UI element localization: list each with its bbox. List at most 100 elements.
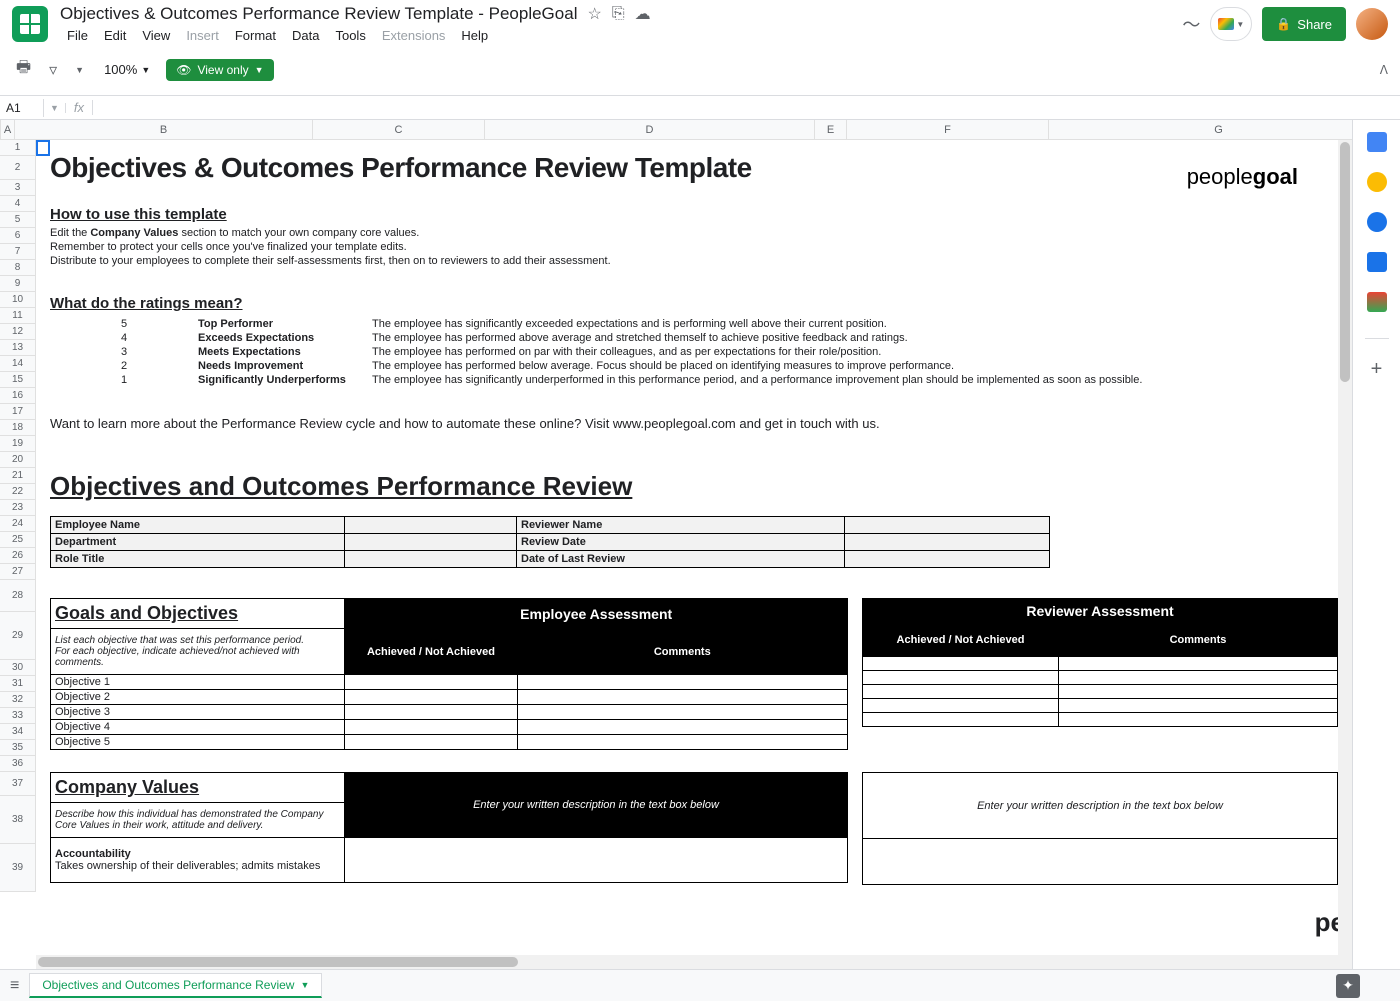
objective-achieved-cell[interactable] (863, 657, 1059, 671)
row-header[interactable]: 29 (0, 612, 36, 660)
menu-data[interactable]: Data (285, 26, 326, 45)
calendar-addon-icon[interactable] (1367, 132, 1387, 152)
menu-file[interactable]: File (60, 26, 95, 45)
row-header[interactable]: 16 (0, 388, 36, 404)
star-icon[interactable]: ☆ (587, 4, 601, 24)
document-title[interactable]: Objectives & Outcomes Performance Review… (60, 4, 577, 24)
row-header[interactable]: 9 (0, 276, 36, 292)
row-header[interactable]: 18 (0, 420, 36, 436)
cloud-status-icon[interactable]: ☁ (635, 4, 651, 24)
objective-achieved-cell[interactable] (345, 690, 517, 705)
info-value[interactable] (345, 551, 517, 568)
row-header[interactable]: 11 (0, 308, 36, 324)
scrollbar-thumb[interactable] (38, 957, 518, 967)
scrollbar-thumb[interactable] (1340, 142, 1350, 382)
filter-caret-icon[interactable]: ▼ (71, 61, 88, 79)
row-header[interactable]: 13 (0, 340, 36, 356)
horizontal-scrollbar[interactable] (36, 955, 1338, 969)
objective-comment-cell[interactable] (1059, 657, 1338, 671)
objective-comment-cell[interactable] (517, 690, 847, 705)
column-header[interactable]: C (313, 120, 485, 139)
row-header[interactable]: 36 (0, 756, 36, 772)
row-header[interactable]: 4 (0, 196, 36, 212)
column-header[interactable]: B (15, 120, 313, 139)
meet-button[interactable]: ▼ (1210, 7, 1252, 41)
row-header[interactable]: 21 (0, 468, 36, 484)
row-header[interactable]: 23 (0, 500, 36, 516)
row-header[interactable]: 24 (0, 516, 36, 532)
menu-view[interactable]: View (135, 26, 177, 45)
menu-extensions[interactable]: Extensions (375, 26, 453, 45)
objective-comment-cell[interactable] (517, 675, 847, 690)
menu-insert[interactable]: Insert (179, 26, 226, 45)
objective-comment-cell[interactable] (517, 705, 847, 720)
objective-comment-cell[interactable] (1059, 699, 1338, 713)
row-header[interactable]: 5 (0, 212, 36, 228)
name-box[interactable]: A1 (0, 99, 44, 117)
objective-achieved-cell[interactable] (345, 675, 517, 690)
objective-achieved-cell[interactable] (345, 705, 517, 720)
row-header[interactable]: 3 (0, 180, 36, 196)
row-header[interactable]: 34 (0, 724, 36, 740)
objective-achieved-cell[interactable] (863, 685, 1059, 699)
maps-addon-icon[interactable] (1367, 292, 1387, 312)
column-header[interactable]: F (847, 120, 1049, 139)
row-header[interactable]: 15 (0, 372, 36, 388)
objective-achieved-cell[interactable] (863, 713, 1059, 727)
all-sheets-icon[interactable]: ≡ (10, 977, 19, 995)
info-value[interactable] (845, 517, 1050, 534)
row-header[interactable]: 28 (0, 580, 36, 612)
print-icon[interactable]: 🖶 (12, 52, 35, 87)
row-header[interactable]: 38 (0, 796, 36, 844)
objective-achieved-cell[interactable] (863, 671, 1059, 685)
grid[interactable]: Objectives & Outcomes Performance Review… (36, 140, 1352, 969)
row-header[interactable]: 32 (0, 692, 36, 708)
row-header[interactable]: 37 (0, 772, 36, 796)
row-header[interactable]: 27 (0, 564, 36, 580)
collapse-toolbar-icon[interactable]: ᐱ (1380, 63, 1388, 77)
info-value[interactable] (345, 517, 517, 534)
row-header[interactable]: 2 (0, 156, 36, 180)
zoom-dropdown[interactable]: 100% ▼ (98, 60, 156, 79)
info-value[interactable] (845, 551, 1050, 568)
menu-edit[interactable]: Edit (97, 26, 133, 45)
explore-button[interactable]: ✦ (1336, 974, 1360, 998)
row-header[interactable]: 19 (0, 436, 36, 452)
row-header[interactable]: 25 (0, 532, 36, 548)
column-header[interactable]: E (815, 120, 847, 139)
sheets-app-icon[interactable] (12, 6, 48, 42)
info-value[interactable] (345, 534, 517, 551)
row-header[interactable]: 8 (0, 260, 36, 276)
user-avatar[interactable] (1356, 8, 1388, 40)
column-header[interactable]: A (1, 120, 15, 139)
row-header[interactable]: 6 (0, 228, 36, 244)
row-header[interactable]: 30 (0, 660, 36, 676)
keep-addon-icon[interactable] (1367, 172, 1387, 192)
objective-achieved-cell[interactable] (345, 720, 517, 735)
share-button[interactable]: 🔒 Share (1262, 7, 1346, 41)
row-header[interactable]: 26 (0, 548, 36, 564)
row-header[interactable]: 7 (0, 244, 36, 260)
objective-comment-cell[interactable] (517, 720, 847, 735)
add-addon-icon[interactable]: + (1367, 359, 1387, 379)
row-header[interactable]: 12 (0, 324, 36, 340)
sheet-tab[interactable]: Objectives and Outcomes Performance Revi… (29, 973, 322, 998)
column-header[interactable]: D (485, 120, 815, 139)
row-header[interactable]: 17 (0, 404, 36, 420)
filter-icon[interactable]: ▿ (45, 56, 61, 84)
view-only-chip[interactable]: 👁 View only ▼ (166, 59, 273, 81)
objective-comment-cell[interactable] (1059, 713, 1338, 727)
name-box-caret[interactable]: ▼ (44, 103, 66, 113)
contacts-addon-icon[interactable] (1367, 252, 1387, 272)
row-header[interactable]: 35 (0, 740, 36, 756)
row-header[interactable]: 1 (0, 140, 36, 156)
info-value[interactable] (845, 534, 1050, 551)
tasks-addon-icon[interactable] (1367, 212, 1387, 232)
objective-achieved-cell[interactable] (345, 735, 517, 750)
row-header[interactable]: 14 (0, 356, 36, 372)
row-header[interactable]: 10 (0, 292, 36, 308)
objective-comment-cell[interactable] (1059, 671, 1338, 685)
objective-achieved-cell[interactable] (863, 699, 1059, 713)
menu-help[interactable]: Help (454, 26, 495, 45)
formula-input[interactable] (93, 106, 1400, 110)
